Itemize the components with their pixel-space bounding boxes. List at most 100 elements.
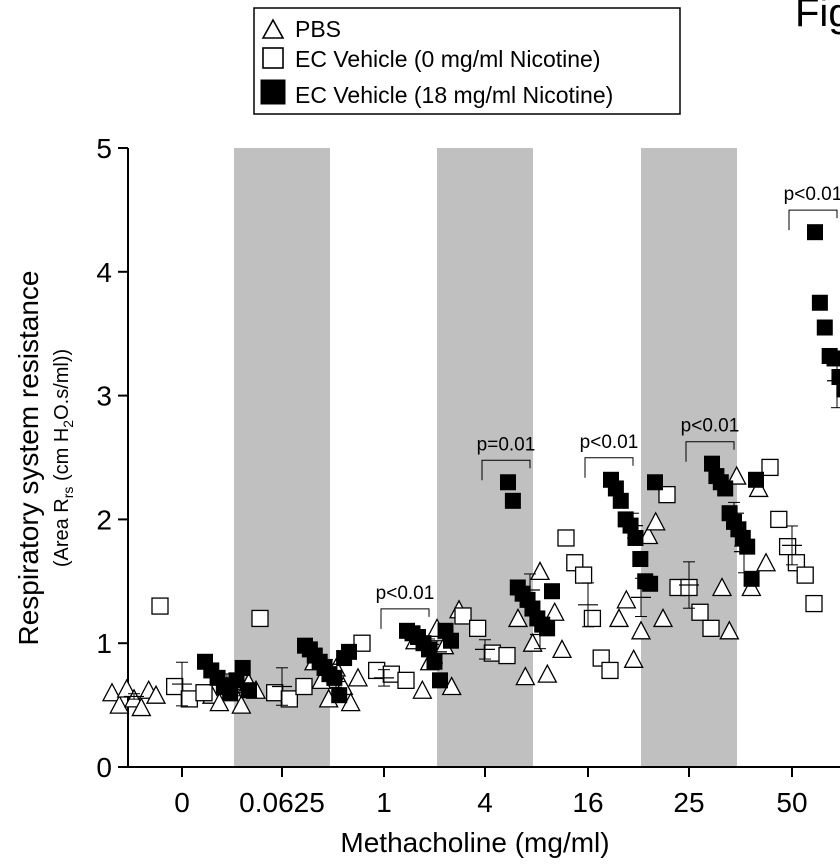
data-point-pbs	[741, 577, 762, 597]
x-tick-label: 4	[477, 787, 493, 818]
data-point-ec18	[341, 643, 357, 660]
data-point-ec18	[807, 224, 823, 241]
y-axis-title: Respiratory system resistance	[13, 270, 44, 645]
significance-bracket	[685, 441, 735, 462]
legend: PBS EC Vehicle (0 mg/ml Nicotine) EC Veh…	[253, 7, 681, 115]
p-value-label: p<0.01	[784, 184, 840, 205]
legend-open-square-icon	[262, 47, 284, 69]
significance-bracket	[481, 459, 531, 481]
data-point-pbs	[412, 679, 433, 699]
data-point-ec0	[805, 594, 823, 613]
data-point-ec18	[331, 687, 348, 704]
significance-bracket	[380, 608, 430, 629]
data-point-ec0	[454, 607, 472, 625]
x-axis-title: Methacholine (mg/ml)	[340, 827, 609, 858]
data-point-pbs	[529, 561, 551, 581]
shaded-band-25	[641, 148, 737, 767]
significance-bracket	[788, 209, 838, 231]
y-ticks: 0 1 2 3 4 5	[96, 133, 128, 783]
data-point-ec0	[280, 690, 298, 708]
data-point-pbs	[630, 620, 652, 640]
y-axis-subtitle-text: (Area Rrs (cm H2O.s/ml))	[51, 349, 76, 567]
significance-annotations: p<0.01 p=0.01 p<0.01 p<0.01 p<0.01	[376, 184, 840, 629]
data-point-ec18	[717, 480, 734, 497]
data-point-pbs	[608, 608, 630, 628]
p-value-label: p=0.01	[477, 434, 536, 455]
data-point-ec18	[500, 474, 516, 491]
data-point-ec0	[778, 537, 797, 556]
data-point-pbs	[522, 632, 543, 652]
data-point-ec0	[601, 661, 619, 680]
data-point-pbs	[109, 694, 130, 714]
data-point-ec0	[469, 619, 487, 637]
data-point-ec18	[612, 492, 629, 509]
data-point-pbs	[645, 511, 666, 531]
data-point-pbs	[719, 620, 740, 640]
data-point-ec0	[353, 634, 371, 652]
p-value-label: p<0.01	[580, 432, 639, 453]
data-point-pbs	[515, 666, 536, 686]
data-point-pbs	[507, 608, 529, 628]
data-point-ec18	[326, 669, 343, 686]
y-tick-label: 0	[96, 752, 112, 783]
data-point-ec18	[743, 570, 760, 587]
data-point-ec18	[432, 672, 448, 689]
y-tick-label: 4	[96, 257, 112, 288]
data-point-pbs	[131, 697, 152, 717]
legend-label-ec18: EC Vehicle (18 mg/ml Nicotine)	[295, 82, 613, 108]
data-point-ec18	[632, 551, 649, 568]
legend-label-pbs: PBS	[295, 16, 341, 42]
p-value-label: p<0.01	[681, 416, 740, 437]
x-tick-label: 0.0625	[239, 787, 325, 818]
data-point-pbs	[726, 465, 747, 485]
data-point-pbs	[347, 667, 369, 687]
legend-label-ec0: EC Vehicle (0 mg/ml Nicotine)	[295, 46, 601, 72]
data-point-ec0	[761, 458, 779, 477]
data-point-ec18	[739, 538, 756, 555]
data-point-ec0	[382, 665, 400, 683]
data-point-pbs	[145, 684, 167, 704]
data-point-ec18	[539, 620, 556, 637]
data-point-ec18	[426, 653, 443, 670]
data-point-pbs	[638, 525, 659, 545]
data-point-ec0	[702, 619, 720, 637]
data-point-pbs	[101, 682, 123, 702]
y-tick-label: 2	[96, 504, 112, 535]
data-point-ec0	[397, 671, 415, 689]
data-point-ec18	[811, 294, 828, 311]
legend-filled-square-icon	[260, 79, 286, 105]
y-tick-label: 1	[96, 628, 112, 659]
data-point-ec0	[498, 646, 516, 665]
data-point-pbs	[551, 639, 573, 659]
data-point-ec18	[443, 632, 459, 649]
legend-box	[253, 7, 681, 115]
data-point-ec18	[241, 682, 257, 699]
data-point-ec18	[234, 659, 251, 676]
x-tick-label: 0	[174, 787, 190, 818]
data-point-ec0	[368, 661, 386, 680]
data-point-ec18	[748, 471, 764, 488]
data-point-ec0	[251, 609, 269, 628]
data-point-ec0	[295, 677, 313, 696]
data-point-ec18	[826, 350, 840, 367]
y-axis-title-main: Respiratory system resistance	[13, 270, 44, 645]
data-point-ec18	[816, 319, 833, 336]
data-point-pbs	[623, 648, 644, 668]
y-axis: 0 1 2 3 4 5	[96, 133, 129, 783]
shaded-bands	[234, 148, 737, 767]
figure-label: Fig	[795, 0, 840, 35]
data-point-ec0	[180, 690, 198, 708]
data-point-ec0	[770, 510, 788, 529]
data-point-pbs	[748, 478, 769, 498]
data-point-pbs	[755, 552, 777, 572]
y-axis-subtitle: (Area Rrs (cm H2O.s/ml))	[51, 349, 76, 567]
data-point-ec0	[195, 684, 213, 702]
data-point-ec0	[691, 603, 709, 621]
x-tick-label: 50	[776, 787, 807, 818]
significance-bracket	[584, 457, 634, 478]
x-tick-label: 25	[673, 787, 704, 818]
data-point-ec18	[544, 583, 560, 600]
x-tick-label: 1	[376, 787, 392, 818]
data-point-pbs	[544, 601, 565, 621]
